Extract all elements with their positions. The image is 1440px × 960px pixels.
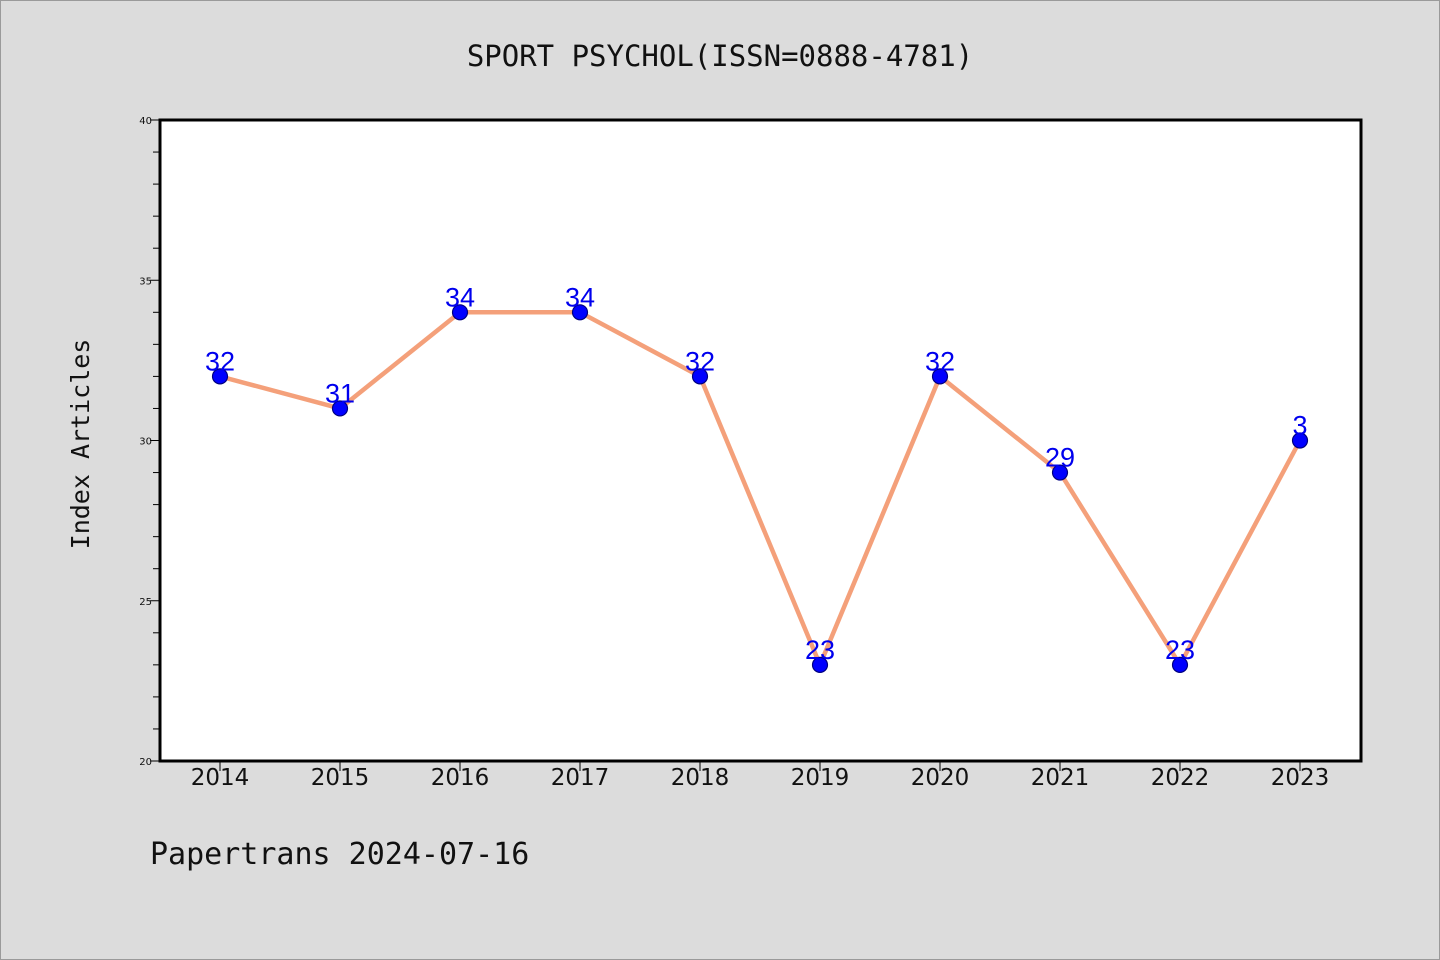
data-label: 3 <box>1292 411 1307 441</box>
y-axis-label: Index Articles <box>66 339 95 550</box>
footer-text: Papertrans 2024-07-16 <box>150 837 529 872</box>
x-tick-label: 2022 <box>1151 765 1210 791</box>
data-markers <box>211 304 1309 673</box>
data-label: 34 <box>445 282 475 312</box>
y-tick-label: 30 <box>139 437 152 448</box>
x-tick-label: 2021 <box>1031 765 1090 791</box>
x-tick-label: 2014 <box>191 765 250 791</box>
data-point <box>571 304 589 321</box>
plot-area <box>160 120 1361 761</box>
data-point <box>1291 432 1309 449</box>
data-labels: 32 31 34 34 32 23 32 29 23 3 <box>205 282 1308 665</box>
x-tick-label: 2020 <box>911 765 970 791</box>
x-tick-label: 2019 <box>791 765 850 791</box>
data-label: 29 <box>1045 443 1075 473</box>
data-label: 32 <box>685 346 715 376</box>
y-tick-label: 40 <box>139 116 152 127</box>
y-tick-label: 35 <box>139 276 152 287</box>
x-tick-label: 2016 <box>431 765 490 791</box>
data-label: 34 <box>565 282 595 312</box>
x-tick-label: 2017 <box>551 765 610 791</box>
data-point <box>811 656 829 673</box>
series-line <box>217 310 1303 668</box>
data-label: 23 <box>805 635 835 665</box>
data-label: 32 <box>205 346 235 376</box>
data-point <box>331 400 349 417</box>
chart-title: SPORT PSYCHOL(ISSN=0888-4781) <box>467 39 973 73</box>
x-tick-label: 2023 <box>1271 765 1330 791</box>
data-label: 31 <box>325 378 355 408</box>
data-label: 23 <box>1165 635 1195 665</box>
data-point <box>691 368 709 385</box>
data-point <box>451 304 469 321</box>
plot-border <box>158 118 1363 763</box>
data-point <box>211 368 229 385</box>
x-tick-label: 2015 <box>311 765 370 791</box>
y-axis-ticks: 20 25 30 35 40 <box>139 116 160 768</box>
data-point <box>1051 464 1069 481</box>
y-tick-label: 25 <box>139 597 152 608</box>
y-tick-label: 20 <box>139 757 152 768</box>
x-tick-label: 2018 <box>671 765 730 791</box>
data-point <box>931 368 949 385</box>
data-point <box>1171 656 1189 673</box>
data-label: 32 <box>925 346 955 376</box>
x-axis-ticks: 2014 2015 2016 2017 2018 2019 2020 2021 2022 2023 <box>191 761 1330 791</box>
